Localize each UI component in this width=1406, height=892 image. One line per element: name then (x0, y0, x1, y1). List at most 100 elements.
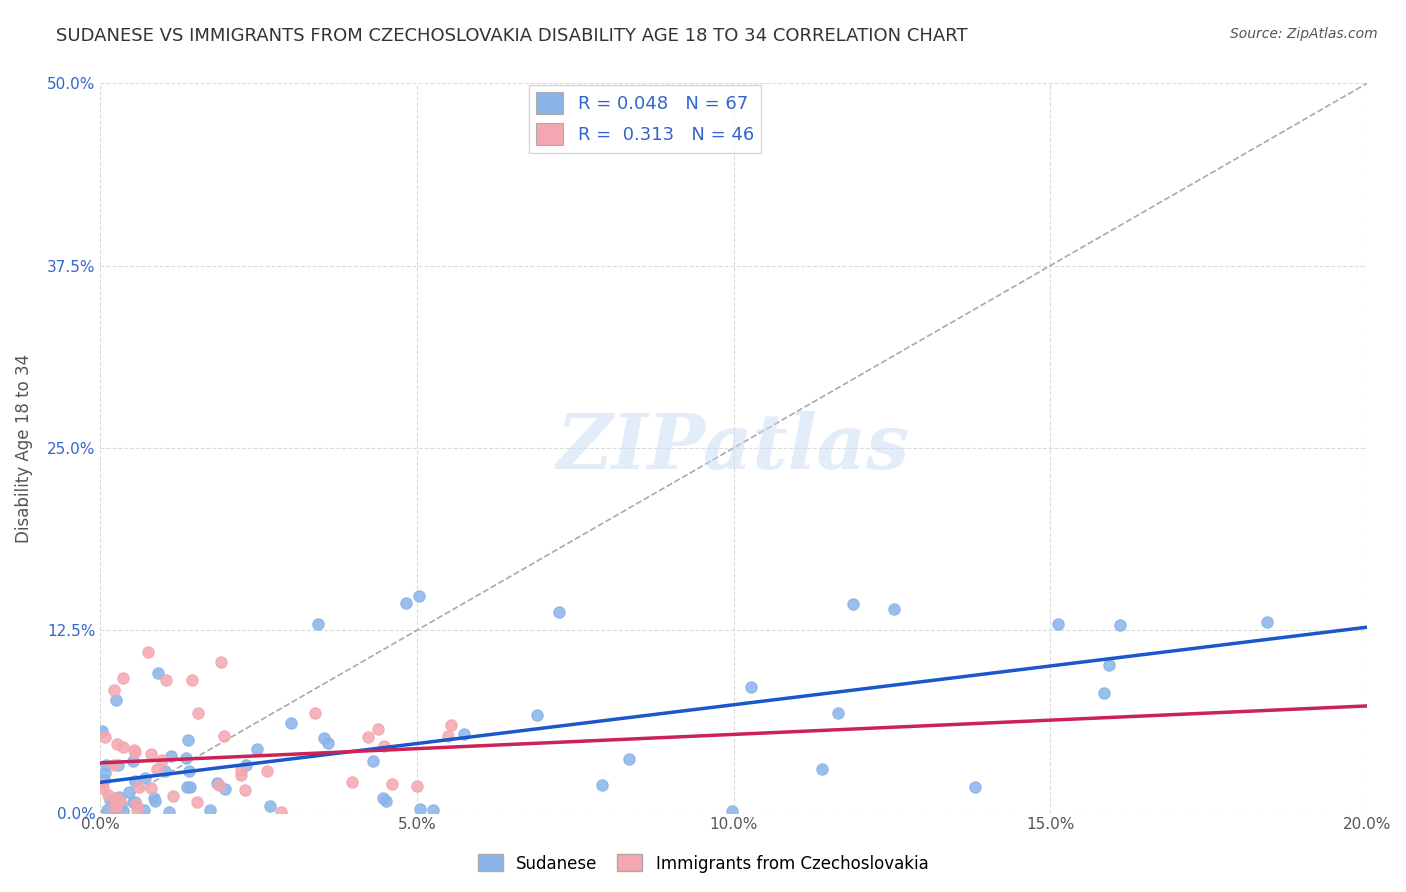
Point (124, 774, 146, 789)
Point (139, 747, 162, 761)
Point (122, 795, 145, 809)
Point (145, 762, 167, 776)
Y-axis label: Disability Age 18 to 34: Disability Age 18 to 34 (15, 353, 32, 542)
Point (162, 789, 184, 804)
Point (160, 748, 183, 763)
Point (381, 777, 404, 791)
Point (146, 666, 169, 681)
Point (212, 729, 235, 743)
Point (827, 706, 849, 720)
Point (122, 754, 145, 768)
Point (176, 780, 198, 794)
Point (307, 617, 329, 632)
Point (128, 780, 150, 795)
Point (842, 597, 865, 611)
Point (375, 793, 398, 807)
Point (361, 754, 384, 768)
Point (143, 794, 166, 808)
Point (1109, 618, 1132, 632)
Point (94, 757, 117, 772)
Point (103, 758, 125, 772)
Point (186, 795, 208, 809)
Point (105, 798, 128, 813)
Point (150, 753, 173, 767)
Point (98, 792, 121, 806)
Text: ZIPatlas: ZIPatlas (557, 411, 910, 485)
Point (91, 781, 114, 796)
Point (105, 737, 128, 751)
Point (1098, 657, 1121, 672)
Point (259, 798, 281, 813)
Point (134, 771, 156, 785)
Point (136, 644, 159, 658)
Point (312, 731, 335, 746)
Point (367, 723, 389, 737)
Point (526, 708, 548, 723)
Point (174, 751, 197, 765)
Point (96, 803, 118, 817)
Text: Source: ZipAtlas.com: Source: ZipAtlas.com (1230, 27, 1378, 41)
Point (104, 790, 127, 805)
Point (103, 800, 125, 814)
Point (1256, 615, 1278, 629)
Point (205, 776, 228, 790)
Point (101, 793, 124, 807)
Point (155, 673, 177, 687)
Point (198, 804, 221, 818)
Point (214, 782, 236, 797)
Point (357, 730, 380, 744)
Text: SUDANESE VS IMMIGRANTS FROM CZECHOSLOVAKIA DISABILITY AGE 18 TO 34 CORRELATION C: SUDANESE VS IMMIGRANTS FROM CZECHOSLOVAK… (56, 27, 967, 45)
Point (179, 780, 201, 795)
Point (395, 597, 418, 611)
Point (229, 763, 252, 777)
Point (108, 793, 131, 807)
Point (547, 605, 569, 619)
Point (108, 793, 131, 807)
Point (180, 673, 202, 687)
Point (143, 791, 166, 805)
Point (304, 706, 326, 721)
Point (112, 739, 135, 754)
Point (340, 774, 363, 789)
Point (721, 804, 744, 818)
Point (107, 758, 129, 772)
Point (246, 741, 269, 756)
Point (209, 655, 232, 669)
Point (187, 706, 209, 721)
Legend: R = 0.048   N = 67, R =  0.313   N = 46: R = 0.048 N = 67, R = 0.313 N = 46 (529, 85, 761, 153)
Point (406, 780, 429, 794)
Point (124, 797, 146, 811)
Point (108, 789, 131, 804)
Point (153, 764, 176, 778)
Point (373, 739, 395, 754)
Point (256, 764, 278, 778)
Point (1092, 686, 1115, 700)
Point (103, 683, 125, 698)
Point (371, 791, 394, 805)
Point (124, 796, 146, 810)
Point (409, 801, 432, 815)
Point (112, 671, 135, 685)
Point (208, 778, 231, 792)
Point (280, 715, 302, 730)
Point (107, 794, 129, 808)
Point (437, 730, 460, 744)
Point (440, 718, 463, 732)
Point (103, 800, 125, 814)
Point (124, 742, 146, 756)
Point (157, 805, 180, 820)
Point (97, 788, 120, 802)
Point (740, 680, 762, 694)
Point (422, 803, 444, 817)
Point (127, 803, 149, 817)
Point (118, 785, 141, 799)
Point (91, 723, 114, 738)
Point (124, 745, 146, 759)
Point (316, 735, 339, 749)
Point (453, 727, 475, 741)
Point (94, 730, 117, 744)
Point (177, 764, 200, 778)
Point (111, 804, 134, 818)
Point (235, 758, 257, 772)
Point (132, 803, 155, 817)
